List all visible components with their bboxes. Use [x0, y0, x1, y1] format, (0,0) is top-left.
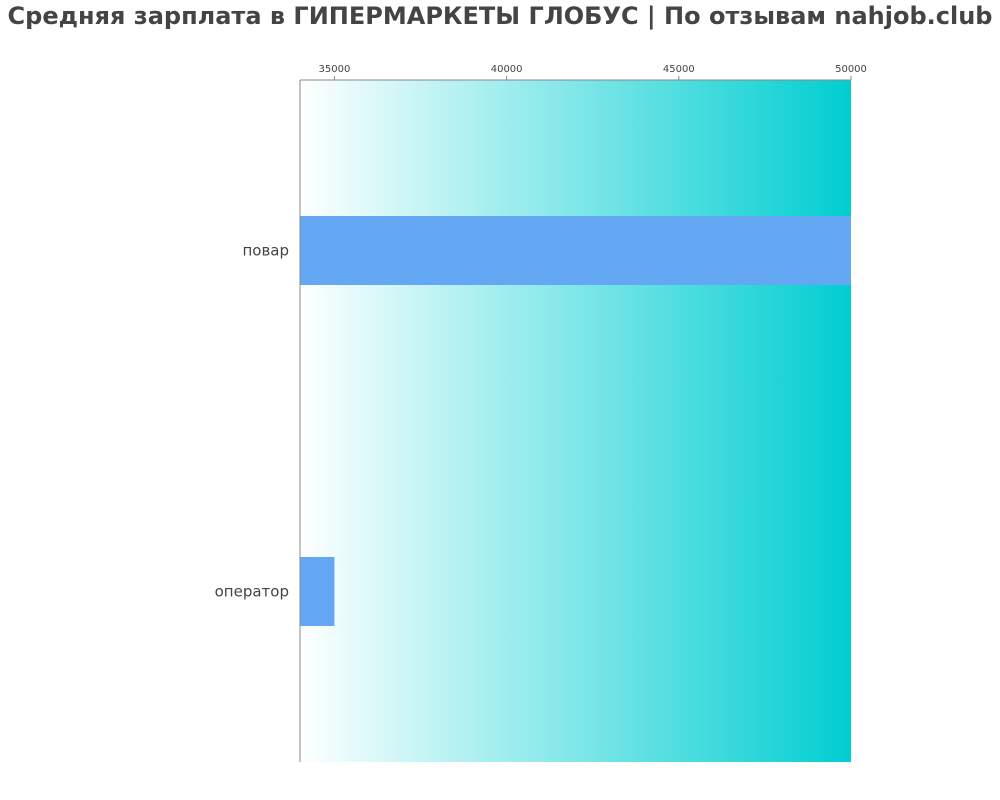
- category-label: повар: [242, 242, 289, 260]
- plot-background: [300, 80, 851, 762]
- chart-title: Средняя зарплата в ГИПЕРМАРКЕТЫ ГЛОБУС |…: [7, 2, 993, 30]
- category-label: оператор: [215, 583, 289, 601]
- x-tick-label: 45000: [663, 64, 695, 75]
- x-tick-label: 35000: [319, 64, 351, 75]
- x-tick-label: 50000: [835, 64, 867, 75]
- x-tick-label: 40000: [491, 64, 523, 75]
- bar-0: [300, 216, 851, 285]
- bar-1: [300, 557, 335, 626]
